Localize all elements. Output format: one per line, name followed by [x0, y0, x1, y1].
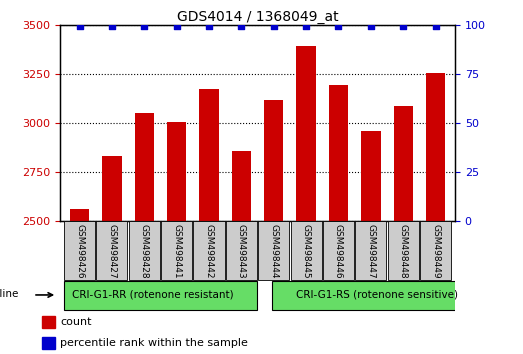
Bar — [426, 73, 445, 221]
Bar — [226, 221, 257, 280]
Text: percentile rank within the sample: percentile rank within the sample — [60, 338, 248, 348]
Point — [431, 23, 440, 29]
Text: GSM498444: GSM498444 — [269, 224, 278, 279]
Text: GSM498443: GSM498443 — [237, 224, 246, 279]
Bar — [161, 221, 192, 280]
Bar — [194, 221, 224, 280]
Point — [75, 23, 84, 29]
Text: GSM498442: GSM498442 — [204, 224, 213, 279]
Bar — [329, 85, 348, 221]
Text: GSM498447: GSM498447 — [366, 224, 376, 279]
Bar — [167, 122, 186, 221]
Bar — [323, 221, 354, 280]
Bar — [64, 281, 257, 310]
Bar — [264, 101, 283, 221]
Bar — [42, 316, 55, 328]
Text: CRI-G1-RR (rotenone resistant): CRI-G1-RR (rotenone resistant) — [72, 290, 234, 300]
Bar — [102, 156, 122, 221]
Point — [140, 23, 149, 29]
Text: GSM498445: GSM498445 — [302, 224, 311, 279]
Text: count: count — [60, 317, 92, 327]
Bar — [388, 221, 419, 280]
Point — [399, 23, 407, 29]
Text: GSM498428: GSM498428 — [140, 224, 149, 279]
Bar — [272, 281, 481, 310]
Text: GSM498446: GSM498446 — [334, 224, 343, 279]
Bar — [258, 221, 289, 280]
Text: CRI-G1-RS (rotenone sensitive): CRI-G1-RS (rotenone sensitive) — [295, 290, 458, 300]
Point — [108, 23, 116, 29]
Bar — [199, 88, 219, 221]
Bar — [361, 131, 381, 221]
Bar — [42, 337, 55, 349]
Point — [237, 23, 246, 29]
Point — [173, 23, 181, 29]
Text: GSM498449: GSM498449 — [431, 224, 440, 279]
Point — [269, 23, 278, 29]
Bar — [291, 221, 322, 280]
Text: cell line: cell line — [0, 289, 18, 299]
Point — [302, 23, 310, 29]
Bar — [420, 221, 451, 280]
Point — [334, 23, 343, 29]
Title: GDS4014 / 1368049_at: GDS4014 / 1368049_at — [177, 10, 338, 24]
Point — [205, 23, 213, 29]
Bar — [96, 221, 128, 280]
Text: GSM498441: GSM498441 — [172, 224, 181, 279]
Bar — [393, 106, 413, 221]
Bar — [70, 210, 89, 221]
Point — [367, 23, 375, 29]
Text: GSM498448: GSM498448 — [399, 224, 408, 279]
Bar — [64, 221, 95, 280]
Bar — [355, 221, 386, 280]
Text: GSM498427: GSM498427 — [107, 224, 117, 279]
Bar — [134, 113, 154, 221]
Bar — [297, 46, 316, 221]
Bar — [129, 221, 160, 280]
Bar — [232, 150, 251, 221]
Text: GSM498426: GSM498426 — [75, 224, 84, 279]
